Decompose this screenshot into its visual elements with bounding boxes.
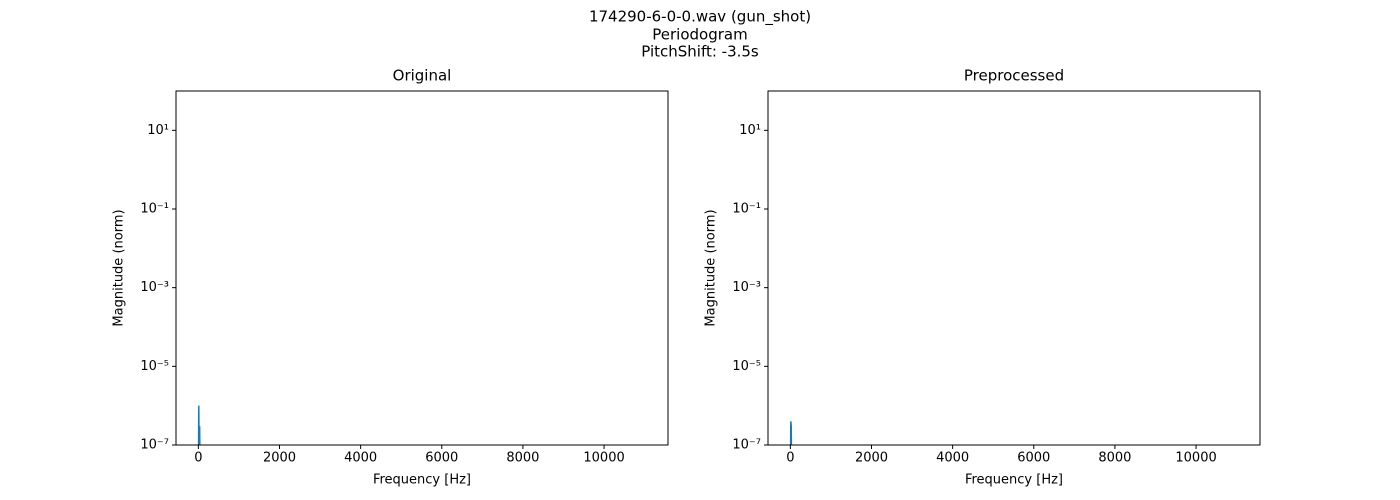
y-tick-label: 10⁻³ bbox=[140, 280, 169, 295]
y-tick-label: 10⁻⁵ bbox=[732, 359, 761, 374]
figure-title: 174290-6-0-0.wav (gun_shot) bbox=[589, 8, 811, 27]
subplot-title: Original bbox=[393, 67, 452, 85]
y-tick-label: 10⁻⁷ bbox=[732, 438, 761, 453]
axes-frame bbox=[767, 90, 1261, 446]
x-tick-label: 8000 bbox=[1098, 451, 1131, 466]
y-tick-label: 10⁻³ bbox=[732, 280, 761, 295]
y-tick-label: 10⁻⁷ bbox=[140, 438, 169, 453]
subplot-title: Preprocessed bbox=[964, 67, 1064, 85]
data-line bbox=[789, 421, 793, 445]
x-axis-label: Frequency [Hz] bbox=[373, 473, 471, 488]
x-tick-label: 8000 bbox=[506, 451, 539, 466]
x-axis-label: Frequency [Hz] bbox=[965, 473, 1063, 488]
x-tick-label: 6000 bbox=[1017, 451, 1050, 466]
figure-title: Periodogram bbox=[652, 26, 747, 44]
x-tick-label: 10000 bbox=[583, 451, 624, 466]
x-tick-label: 2000 bbox=[855, 451, 888, 466]
subplot: 0 2000 4000 6000 8000 10000 10⁻⁷ 10⁻⁵ 10⁻³ 10⁻¹ 10… bbox=[112, 67, 669, 488]
x-tick-label: 6000 bbox=[425, 451, 458, 466]
subplot: 0 2000 4000 6000 8000 10000 10⁻⁷ 10⁻⁵ 10⁻³ 10⁻¹ 10… bbox=[704, 67, 1261, 488]
x-tick-label: 4000 bbox=[936, 451, 969, 466]
figure-title: PitchShift: -3.5s bbox=[641, 43, 759, 61]
y-tick-label: 10⁻¹ bbox=[732, 202, 761, 217]
data-line bbox=[197, 405, 201, 445]
y-tick-label: 10¹ bbox=[147, 123, 169, 138]
x-tick-label: 10000 bbox=[1175, 451, 1216, 466]
y-axis-label: Magnitude (norm) bbox=[704, 209, 719, 326]
y-tick-label: 10¹ bbox=[739, 123, 761, 138]
y-tick-label: 10⁻⁵ bbox=[140, 359, 169, 374]
x-tick-label: 2000 bbox=[263, 451, 296, 466]
y-axis-label: Magnitude (norm) bbox=[112, 209, 127, 326]
y-tick-label: 10⁻¹ bbox=[140, 202, 169, 217]
x-tick-label: 0 bbox=[194, 451, 202, 466]
axes-frame bbox=[175, 90, 669, 446]
x-tick-label: 0 bbox=[786, 451, 794, 466]
x-tick-label: 4000 bbox=[344, 451, 377, 466]
